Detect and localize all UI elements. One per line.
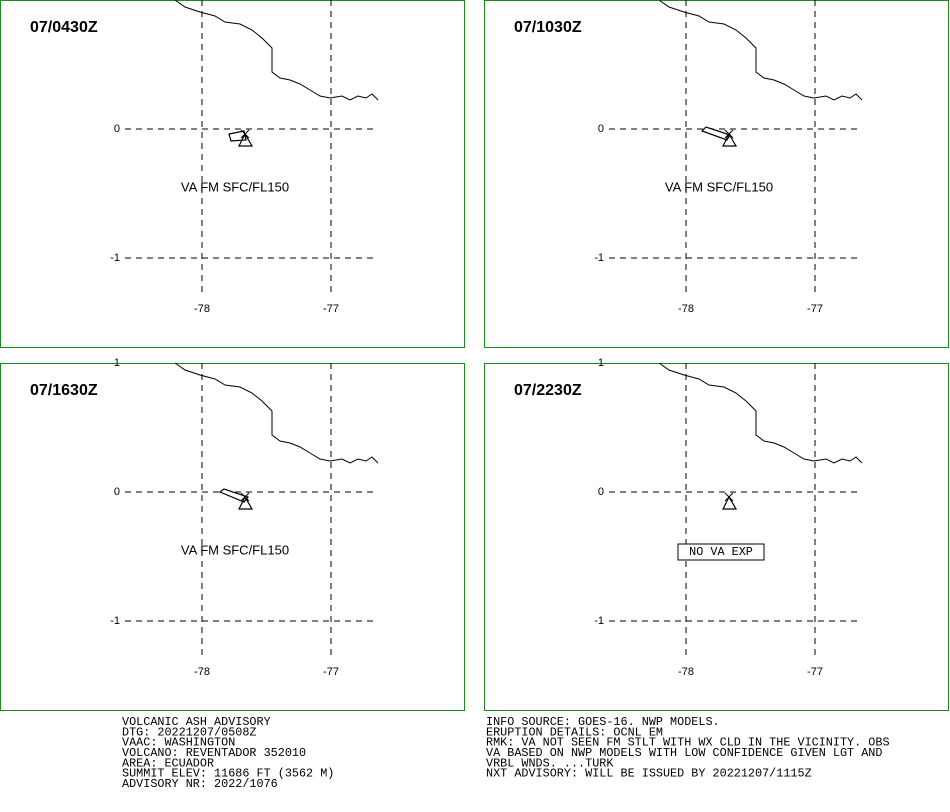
advisory-line: VRBL WNDS. ...TURK bbox=[486, 756, 614, 770]
coastline bbox=[174, 0, 379, 101]
advisory-line: DTG: 20221207/0508Z bbox=[122, 725, 257, 739]
latitude-label: 0 bbox=[598, 123, 604, 135]
panel-border bbox=[484, 0, 949, 348]
map-panel: 1 0 -1 -78 -77 07/1630Z VA FM SFC/FL150 bbox=[0, 357, 465, 711]
ash-area bbox=[700, 126, 731, 141]
annotation-box bbox=[677, 543, 765, 561]
volcano-symbol bbox=[238, 132, 254, 147]
volcano-marker bbox=[240, 492, 250, 502]
latitude-label: 0 bbox=[114, 486, 120, 498]
latitude-label: -1 bbox=[110, 252, 120, 264]
coastline bbox=[658, 362, 863, 464]
map-panel: 0 -1 -78 -77 07/1030Z VA FM SFC/FL150 bbox=[484, 0, 949, 348]
latitude-label: 0 bbox=[114, 123, 120, 135]
latitude-label: -1 bbox=[594, 252, 604, 264]
volcano-marker bbox=[724, 129, 734, 139]
longitude-label: -77 bbox=[323, 666, 339, 678]
coastline bbox=[174, 362, 379, 464]
longitude-label: -78 bbox=[194, 303, 210, 315]
longitude-label: -78 bbox=[678, 303, 694, 315]
panel-title: 07/1030Z bbox=[514, 19, 582, 36]
advisory-line: ERUPTION DETAILS: OCNL EM bbox=[486, 725, 663, 739]
longitude-label: -78 bbox=[678, 666, 694, 678]
panel-border bbox=[0, 0, 465, 348]
advisory-line: SUMMIT ELEV: 11686 FT (3562 M) bbox=[122, 767, 334, 781]
volcano-symbol bbox=[238, 495, 254, 510]
longitude-label: -78 bbox=[194, 666, 210, 678]
panel-border bbox=[484, 363, 949, 711]
advisory-line: RMK: VA NOT SEEN FM STLT WITH WX CLD IN … bbox=[486, 736, 890, 750]
advisory-line: VOLCANIC ASH ADVISORY bbox=[122, 715, 271, 729]
latitude-label: 1 bbox=[114, 357, 120, 369]
volcano-symbol bbox=[722, 132, 738, 147]
advisory-line: ADVISORY NR: 2022/1076 bbox=[122, 777, 278, 791]
volcano-marker bbox=[240, 129, 250, 139]
panel-title: 07/0430Z bbox=[30, 19, 98, 36]
volcano-marker bbox=[724, 492, 734, 502]
ash-annotation: NO VA EXP bbox=[689, 545, 753, 559]
advisory-line: VOLCANO: REVENTADOR 352010 bbox=[122, 746, 306, 760]
ash-area bbox=[228, 130, 247, 142]
ash-annotation: VA FM SFC/FL150 bbox=[181, 179, 289, 194]
advisory-line: INFO SOURCE: GOES-16. NWP MODELS. bbox=[486, 715, 720, 729]
advisory-line: NXT ADVISORY: WILL BE ISSUED BY 20221207… bbox=[486, 767, 812, 781]
coastline bbox=[658, 0, 863, 101]
latitude-label: -1 bbox=[110, 615, 120, 627]
longitude-label: -77 bbox=[323, 303, 339, 315]
map-panel: 0 -1 -78 -77 07/0430Z VA FM SFC/FL150 bbox=[0, 0, 465, 348]
longitude-label: -77 bbox=[807, 666, 823, 678]
latitude-label: 0 bbox=[598, 486, 604, 498]
panel-title: 07/2230Z bbox=[514, 382, 582, 399]
latitude-label: 1 bbox=[598, 357, 604, 369]
advisory-line: VA BASED ON NWP MODELS WITH LOW CONFIDEN… bbox=[486, 746, 882, 760]
ash-area bbox=[218, 488, 250, 503]
advisory-line: VAAC: WASHINGTON bbox=[122, 736, 235, 750]
panel-title: 07/1630Z bbox=[30, 382, 98, 399]
latitude-label: -1 bbox=[594, 615, 604, 627]
advisory-line: AREA: ECUADOR bbox=[122, 756, 214, 770]
longitude-label: -77 bbox=[807, 303, 823, 315]
volcano-symbol bbox=[722, 495, 738, 510]
map-panel: 1 0 -1 -78 -77 07/2230Z NO VA EXP bbox=[484, 357, 949, 711]
panel-border bbox=[0, 363, 465, 711]
ash-annotation: VA FM SFC/FL150 bbox=[181, 542, 289, 557]
ash-annotation: VA FM SFC/FL150 bbox=[665, 179, 773, 194]
